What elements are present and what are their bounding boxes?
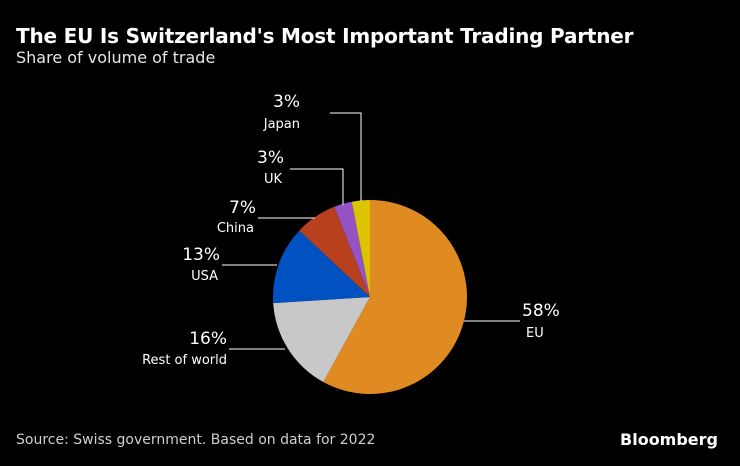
leader-line: [330, 112, 362, 201]
slice-value-label: 13%: [182, 245, 220, 265]
slice-name-label: EU: [526, 326, 544, 341]
pie-slice-china: [299, 206, 370, 297]
pie-slice-usa: [273, 230, 370, 304]
pie-slice-eu: [323, 200, 467, 394]
slice-value-label: 3%: [257, 148, 284, 168]
slice-name-label: USA: [191, 269, 218, 284]
slice-name-label: Rest of world: [142, 353, 227, 368]
slice-name-label: Japan: [263, 117, 300, 132]
slice-value-label: 16%: [189, 329, 227, 349]
slice-name-label: China: [217, 221, 254, 236]
pie-slice-uk: [334, 201, 370, 297]
pie-slice-japan: [351, 200, 370, 297]
chart-title: The EU Is Switzerland's Most Important T…: [16, 24, 634, 48]
bloomberg-logo: Bloomberg: [620, 430, 718, 449]
slice-value-label: 7%: [229, 198, 256, 218]
slice-value-label: 3%: [273, 92, 300, 112]
slice-name-label: UK: [264, 172, 283, 187]
chart-subtitle: Share of volume of trade: [16, 48, 216, 67]
slice-value-label: 58%: [522, 301, 560, 321]
source-note: Source: Swiss government. Based on data …: [16, 432, 376, 448]
leader-line: [290, 168, 344, 205]
pie-slice-rest-of-world: [273, 297, 370, 383]
